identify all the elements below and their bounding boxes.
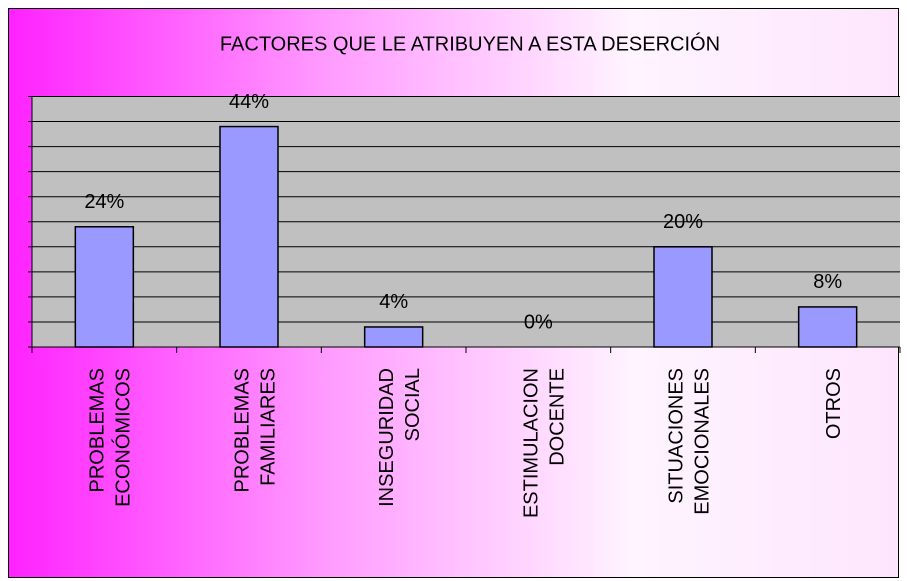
bar xyxy=(797,306,858,348)
value-label: 8% xyxy=(813,271,842,293)
x-tick-label: PROBLEMAS xyxy=(231,368,253,492)
value-label: 0% xyxy=(524,311,553,333)
x-tick-label: PROBLEMAS xyxy=(87,368,109,492)
value-label: 4% xyxy=(379,291,408,313)
x-tick-label: ECONÓMICOS xyxy=(112,368,135,507)
x-tick-label: INSEGURIDAD xyxy=(376,368,398,507)
x-tick-label: SOCIAL xyxy=(402,368,424,441)
bar xyxy=(653,246,713,348)
x-tick-label: ESTIMULACION xyxy=(521,368,543,518)
bar xyxy=(74,226,135,348)
value-label: 20% xyxy=(663,211,703,233)
x-tick-label: EMOCIONALES xyxy=(691,368,713,515)
value-label: 24% xyxy=(84,191,124,213)
bar xyxy=(219,125,279,348)
x-tick-label: SITUACIONES xyxy=(665,368,687,504)
x-tick-label: FAMILIARES xyxy=(257,368,279,486)
x-tick-label: OTROS xyxy=(823,368,845,439)
chart-title: FACTORES QUE LE ATRIBUYEN A ESTA DESERCI… xyxy=(220,32,720,55)
value-label: 44% xyxy=(229,91,269,113)
x-tick-label: DOCENTE xyxy=(547,368,569,466)
bar xyxy=(363,326,424,348)
